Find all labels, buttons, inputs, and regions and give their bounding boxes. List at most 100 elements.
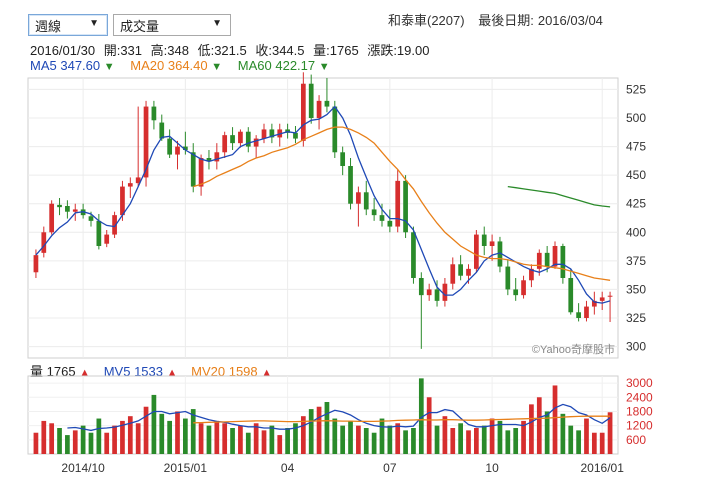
volume-bar	[481, 425, 487, 454]
ma5-legend: MA5 347.60 ▼	[30, 58, 115, 73]
ma20-legend: MA20 364.40 ▼	[130, 58, 222, 73]
price-tick-label: 450	[626, 168, 646, 182]
volume-bar	[308, 409, 314, 454]
volume-bar	[584, 418, 589, 454]
indicator-select[interactable]: 成交量 ▼	[113, 14, 231, 36]
volume-bar	[316, 406, 322, 454]
candle-body	[253, 138, 259, 147]
mv5-line	[67, 403, 611, 432]
volume-bar	[474, 428, 479, 454]
vol-label: 量	[30, 364, 44, 379]
volume-bar	[300, 416, 306, 454]
candle-body	[363, 192, 369, 210]
volume-bar	[387, 425, 393, 454]
candles	[33, 72, 613, 349]
candle-body	[489, 241, 495, 246]
candle-body	[521, 280, 526, 296]
volume-bar	[151, 394, 157, 454]
candle-body	[120, 186, 125, 216]
ohlc-info: 2016/01/30 開:331 高:348 低:321.5 收:344.5 量…	[30, 40, 434, 59]
candle-body	[167, 138, 172, 155]
candle-body	[356, 192, 361, 204]
volume-bar	[458, 423, 463, 454]
volume-bar	[379, 418, 385, 454]
ohlc-date: 2016/01/30	[30, 43, 96, 58]
volume-bar	[489, 418, 495, 454]
candle-body	[49, 203, 55, 233]
period-select[interactable]: 週線 ▼	[28, 14, 108, 36]
ohlc-change: 漲跌:19.00	[367, 43, 430, 58]
candle-body	[159, 122, 165, 139]
candle-body	[104, 234, 110, 244]
volume-bar	[143, 406, 149, 454]
volume-bar	[576, 430, 581, 454]
volume-bar	[57, 428, 62, 454]
candle-body	[88, 216, 94, 221]
candle-body	[418, 278, 424, 296]
ma-legend: MA5 347.60 ▼ MA20 364.40 ▼ MA60 422.17 ▼	[30, 58, 342, 73]
x-tick-label: 2014/10	[61, 461, 105, 475]
volume-bar	[411, 428, 416, 454]
candle-body	[584, 306, 589, 318]
ohlc-open: 開:331	[103, 43, 143, 58]
x-tick-label: 07	[383, 461, 397, 475]
up-triangle-icon: ▲	[261, 367, 273, 379]
volume-panel-border	[27, 375, 619, 455]
candle-body	[214, 152, 220, 162]
candle-body	[560, 246, 566, 278]
candle-body	[529, 268, 534, 281]
volume-bar	[183, 418, 188, 454]
candle-body	[324, 100, 330, 107]
candle-body	[300, 83, 306, 141]
period-select-value: 週線	[35, 18, 62, 34]
volume-bar	[505, 430, 511, 454]
volume-bar	[591, 432, 597, 454]
candle-body	[505, 266, 511, 290]
x-tick-label: 2016/01	[581, 461, 625, 475]
price-tick-label: 500	[626, 111, 646, 125]
vol-legend-item: 量 1765 ▲	[30, 364, 90, 379]
ma20-line	[193, 126, 611, 281]
candle-body	[403, 180, 408, 233]
candle-body	[230, 135, 235, 144]
candle-body	[536, 252, 542, 269]
candle-body	[238, 131, 243, 144]
candle-body	[57, 204, 62, 208]
candle-body	[599, 297, 605, 301]
x-tick-label: 04	[281, 461, 295, 475]
volume-bar	[285, 428, 290, 454]
candle-body	[183, 146, 188, 150]
candle-body	[112, 215, 117, 235]
last-date-label: 最後日期:	[478, 13, 534, 28]
mv20-legend: MV20 1598 ▲	[191, 364, 272, 379]
volume-bar	[560, 413, 566, 454]
grid	[28, 78, 618, 454]
volume-bar	[552, 385, 558, 454]
last-date: 2016/03/04	[537, 13, 603, 28]
candle-body	[151, 106, 157, 121]
up-triangle-icon: ▲	[166, 367, 178, 379]
watermark: ©Yahoo奇摩股市	[532, 342, 615, 356]
candle-body	[96, 220, 102, 246]
volume-bar	[159, 413, 165, 454]
indicator-select-value: 成交量	[120, 18, 160, 34]
candle-body	[497, 241, 503, 267]
candle-body	[135, 177, 141, 184]
volume-bar	[222, 423, 228, 454]
volume-tick-label: 2400	[626, 390, 653, 404]
mv5-legend: MV5 1533 ▲	[104, 364, 178, 379]
candle-body	[544, 252, 550, 267]
candle-body	[72, 209, 78, 212]
moving-averages	[35, 105, 611, 304]
volume-bar	[395, 423, 401, 454]
candle-body	[552, 246, 558, 267]
volume-bar	[261, 430, 267, 454]
volume-bar	[529, 404, 534, 454]
candle-body	[466, 268, 471, 276]
volume-bar	[135, 423, 141, 454]
price-tick-label: 300	[626, 340, 646, 354]
candle-body	[261, 129, 267, 139]
ohlc-close: 收:344.5	[255, 43, 305, 58]
volume-bar	[253, 423, 259, 454]
